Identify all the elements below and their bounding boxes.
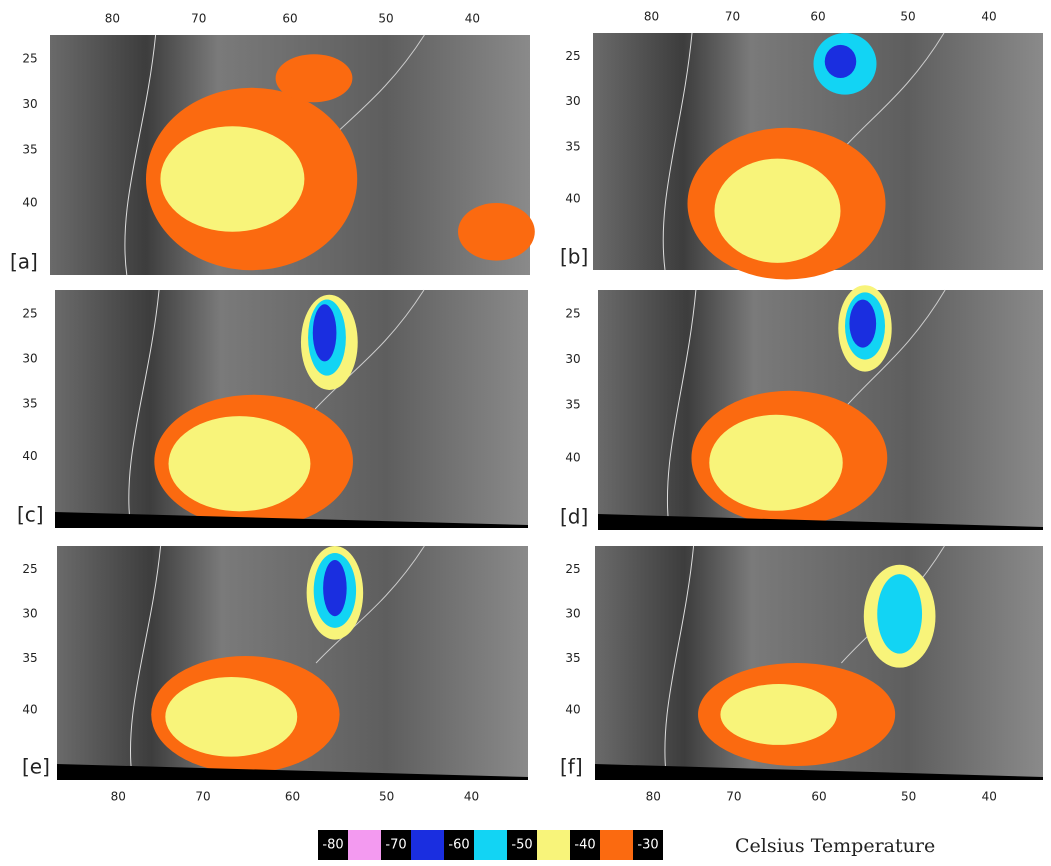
- latitude-label: 30: [565, 606, 580, 620]
- cloud-top: [169, 416, 311, 511]
- latitude-label: 30: [22, 352, 37, 366]
- cloud-top: [323, 560, 347, 616]
- satellite-panel: [598, 285, 1043, 530]
- cloud-top: [458, 203, 535, 261]
- satellite-panel: [50, 35, 535, 275]
- colorbar-swatch: [411, 830, 444, 860]
- longitude-label: 40: [981, 10, 996, 24]
- latitude-label: 40: [565, 451, 580, 465]
- longitude-label: 50: [901, 790, 916, 804]
- latitude-label: 35: [565, 398, 580, 412]
- panel-label: [a]: [10, 250, 38, 274]
- satellite-panel: [57, 546, 528, 780]
- cloud-top: [877, 574, 922, 654]
- panel-label: [c]: [17, 503, 44, 527]
- latitude-label: 30: [565, 94, 580, 108]
- colorbar-swatch: [474, 830, 507, 860]
- latitude-label: 25: [22, 562, 37, 576]
- colorbar-swatch: [600, 830, 633, 860]
- latitude-label: 35: [565, 651, 580, 665]
- longitude-label: 50: [378, 12, 393, 26]
- longitude-label: 50: [900, 10, 915, 24]
- latitude-label: 40: [22, 196, 37, 210]
- longitude-label: 70: [726, 790, 741, 804]
- longitude-label: 40: [464, 790, 479, 804]
- latitude-label: 30: [22, 606, 37, 620]
- latitude-label: 40: [565, 191, 580, 205]
- latitude-label: 25: [565, 562, 580, 576]
- latitude-label: 25: [565, 49, 580, 63]
- longitude-label: 50: [379, 790, 394, 804]
- longitude-label: 70: [195, 790, 210, 804]
- longitude-label: 60: [810, 10, 825, 24]
- panel-label: [e]: [22, 755, 50, 779]
- colorbar-label: -40: [574, 838, 595, 853]
- latitude-label: 25: [22, 306, 37, 320]
- colorbar-label: -30: [637, 838, 658, 853]
- colorbar-swatch: [537, 830, 570, 860]
- longitude-label: 40: [982, 790, 997, 804]
- figure: 25 30 35 40 80 70 60 50 40 [a] 25 30 35 40 80 70 60 50 40 […: [0, 0, 1051, 862]
- panel-label: [f]: [560, 755, 583, 779]
- longitude-label: 70: [725, 10, 740, 24]
- longitude-label: 80: [646, 790, 661, 804]
- colorbar-label: -60: [448, 838, 469, 853]
- latitude-label: 40: [22, 449, 37, 463]
- latitude-label: 40: [22, 702, 37, 716]
- latitude-label: 25: [565, 307, 580, 321]
- cloud-top: [160, 126, 304, 232]
- cloud-top: [276, 54, 353, 102]
- longitude-label: 60: [811, 790, 826, 804]
- cloud-top: [165, 677, 297, 757]
- longitude-label: 60: [282, 12, 297, 26]
- latitude-label: 40: [565, 702, 580, 716]
- satellite-panel: [55, 290, 528, 528]
- cloud-top: [825, 45, 857, 78]
- colorbar-swatch: [348, 830, 381, 860]
- latitude-label: 25: [22, 52, 37, 66]
- latitude-label: 35: [565, 139, 580, 153]
- cloud-top: [849, 300, 876, 348]
- colorbar-label: -70: [385, 838, 406, 853]
- panel-label: [b]: [560, 245, 588, 269]
- longitude-label: 80: [111, 790, 126, 804]
- longitude-label: 70: [191, 12, 206, 26]
- longitude-label: 40: [465, 12, 480, 26]
- colorbar-label: -80: [322, 838, 343, 853]
- cloud-top: [709, 415, 843, 511]
- latitude-label: 35: [22, 651, 37, 665]
- satellite-panel: [593, 33, 1043, 279]
- latitude-label: 35: [22, 143, 37, 157]
- longitude-label: 80: [644, 10, 659, 24]
- colorbar-title: Celsius Temperature: [735, 835, 935, 857]
- latitude-label: 30: [22, 97, 37, 111]
- latitude-label: 35: [22, 397, 37, 411]
- cloud-top: [715, 159, 841, 263]
- cloud-top: [313, 304, 337, 361]
- satellite-panel: [595, 546, 1043, 780]
- latitude-label: 30: [565, 352, 580, 366]
- colorbar-label: -50: [511, 838, 532, 853]
- longitude-label: 60: [285, 790, 300, 804]
- longitude-label: 80: [105, 12, 120, 26]
- cloud-top: [720, 684, 836, 745]
- panel-label: [d]: [560, 505, 588, 529]
